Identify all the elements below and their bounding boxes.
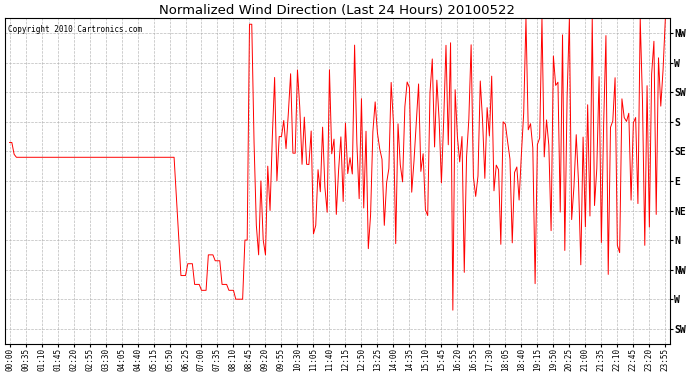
Text: Copyright 2010 Cartronics.com: Copyright 2010 Cartronics.com: [8, 25, 142, 34]
Title: Normalized Wind Direction (Last 24 Hours) 20100522: Normalized Wind Direction (Last 24 Hours…: [159, 4, 515, 17]
